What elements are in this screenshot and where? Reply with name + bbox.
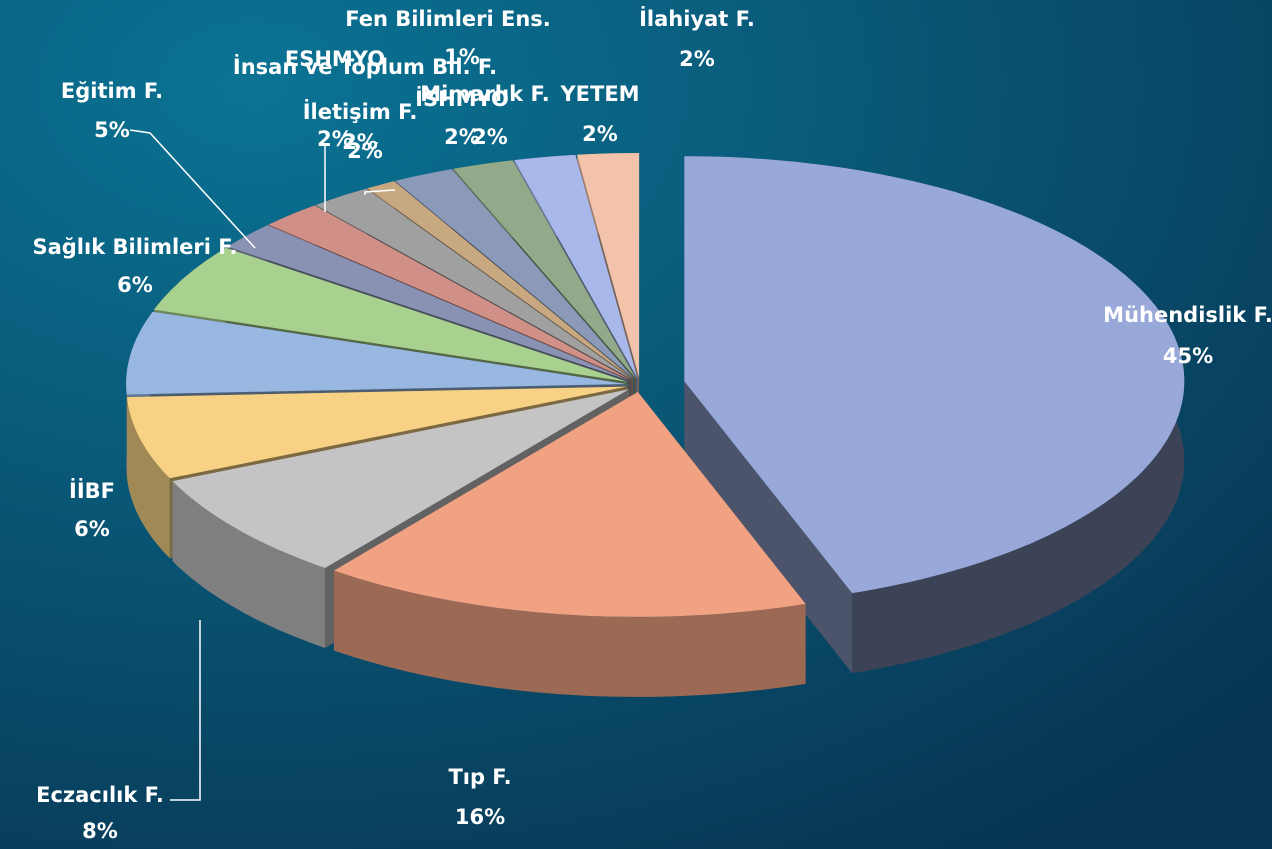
slice-label: İSHMYO bbox=[415, 86, 509, 111]
slice-wall bbox=[334, 570, 806, 697]
slice bbox=[334, 391, 806, 617]
slice bbox=[227, 225, 630, 381]
slice bbox=[315, 188, 632, 380]
value-label: 45% bbox=[1163, 344, 1213, 368]
slice bbox=[453, 160, 636, 379]
slice bbox=[126, 311, 627, 395]
slice bbox=[577, 153, 640, 378]
value-label: 2% bbox=[472, 125, 508, 149]
leader-line bbox=[170, 620, 201, 801]
slice-label: İnsan ve Toplum Bil. F. bbox=[233, 54, 497, 79]
slice-label: Mimarlık F. bbox=[420, 82, 549, 106]
pie bbox=[126, 153, 1185, 697]
slice bbox=[684, 156, 1185, 594]
value-label: 6% bbox=[117, 273, 153, 297]
slice bbox=[395, 169, 635, 379]
value-label: 8% bbox=[82, 819, 118, 843]
value-label: 2% bbox=[679, 47, 715, 71]
slice-side bbox=[684, 381, 853, 674]
slice-label: İlahiyat F. bbox=[639, 6, 755, 31]
labels: Mühendislik F. 45% Tıp F. 16% Eczacılık F. 8%… bbox=[32, 6, 1272, 843]
slice-label: Tıp F. bbox=[448, 765, 511, 789]
value-label: 2% bbox=[444, 125, 480, 149]
value-label: 2% bbox=[347, 139, 383, 163]
value-label: 5% bbox=[94, 118, 130, 142]
slice-wall bbox=[126, 397, 170, 559]
slice bbox=[268, 205, 631, 380]
slice-wall bbox=[172, 481, 326, 648]
slice bbox=[514, 154, 638, 379]
slice bbox=[126, 386, 627, 479]
slice-label: İİBF bbox=[69, 478, 115, 503]
slice bbox=[367, 181, 633, 379]
slice-label: İletişim F. bbox=[303, 99, 418, 124]
slice-label: YETEM bbox=[559, 82, 639, 106]
value-label: 2% bbox=[317, 127, 353, 151]
slice-label: Sağlık Bilimleri F. bbox=[32, 235, 237, 259]
leader-line bbox=[129, 129, 256, 249]
slice-label: Eğitim F. bbox=[61, 79, 163, 103]
value-label: 6% bbox=[74, 517, 110, 541]
slice-label: Mühendislik F. bbox=[1103, 303, 1272, 327]
slice-label: Eczacılık F. bbox=[36, 783, 164, 807]
value-label: 1% bbox=[444, 45, 480, 69]
slice bbox=[154, 247, 628, 382]
slice-label: Fen Bilimleri Ens. bbox=[345, 7, 551, 31]
value-label: 2% bbox=[582, 122, 618, 146]
slice bbox=[172, 389, 629, 568]
leader-line bbox=[364, 189, 396, 195]
slice-label: ESHMYO bbox=[285, 47, 385, 71]
value-label: 2% bbox=[342, 130, 378, 154]
value-label: 16% bbox=[455, 805, 505, 829]
